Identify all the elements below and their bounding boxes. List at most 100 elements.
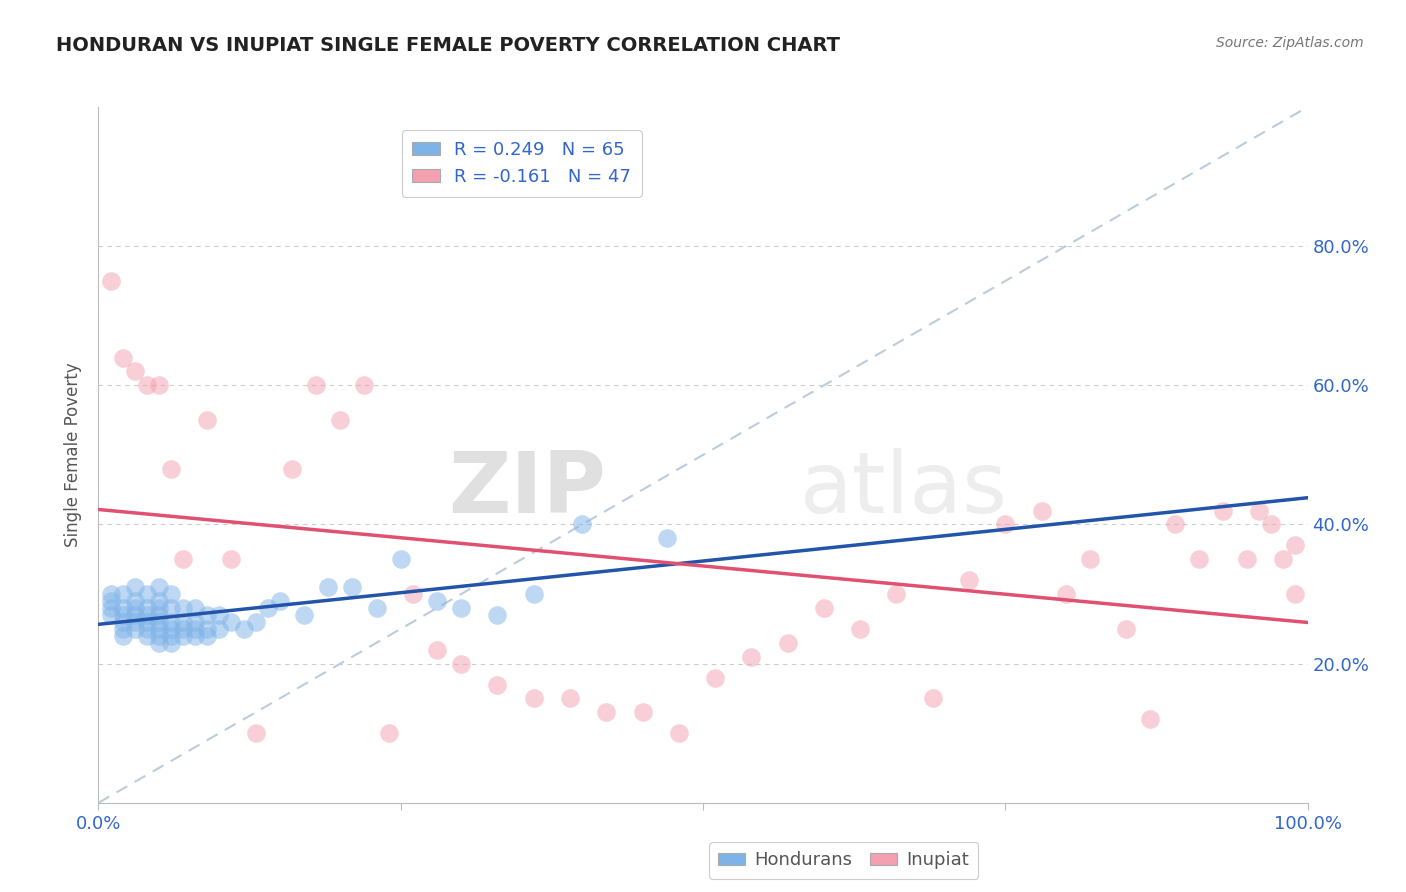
Point (160, 615, 183, 629)
Point (389, 552, 412, 566)
Point (100, 601, 122, 615)
Point (160, 622, 183, 636)
Point (1260, 517, 1282, 532)
Point (100, 594, 122, 608)
Point (195, 413, 218, 427)
Point (111, 629, 134, 643)
Point (221, 552, 243, 566)
Point (124, 580, 146, 594)
Point (184, 629, 207, 643)
Point (1139, 712, 1161, 726)
Point (124, 594, 146, 608)
Point (1031, 503, 1053, 517)
Point (571, 517, 593, 532)
Point (100, 587, 122, 601)
Point (921, 691, 943, 706)
Point (135, 622, 157, 636)
Point (124, 364, 146, 378)
Point (172, 629, 194, 643)
Text: HONDURAN VS INUPIAT SINGLE FEMALE POVERTY CORRELATION CHART: HONDURAN VS INUPIAT SINGLE FEMALE POVERT… (56, 36, 841, 54)
Y-axis label: Single Female Poverty: Single Female Poverty (65, 363, 83, 547)
Point (849, 622, 872, 636)
Point (195, 622, 218, 636)
Point (160, 636, 183, 650)
Point (1272, 552, 1295, 566)
Point (329, 413, 352, 427)
Point (221, 615, 243, 629)
Point (148, 636, 170, 650)
Point (135, 601, 157, 615)
Point (111, 601, 134, 615)
Point (776, 636, 799, 650)
Point (366, 601, 388, 615)
Point (486, 607, 509, 622)
Point (111, 351, 134, 365)
Point (184, 601, 207, 615)
Point (100, 607, 122, 622)
Point (100, 274, 122, 288)
Point (245, 726, 267, 740)
Point (450, 657, 472, 671)
Point (195, 629, 218, 643)
Point (342, 580, 364, 594)
Point (281, 462, 304, 476)
Point (135, 587, 157, 601)
Point (523, 691, 546, 706)
Text: atlas: atlas (800, 448, 1008, 532)
Legend: Hondurans, Inupiat: Hondurans, Inupiat (709, 842, 979, 879)
Point (668, 726, 690, 740)
Point (148, 629, 170, 643)
Point (135, 378, 157, 392)
Point (172, 601, 194, 615)
Point (124, 615, 146, 629)
Point (957, 573, 980, 587)
Point (172, 615, 194, 629)
Point (172, 552, 194, 566)
Point (595, 706, 617, 720)
Point (1054, 587, 1077, 601)
Point (160, 462, 183, 476)
Point (135, 607, 157, 622)
Point (124, 622, 146, 636)
Point (208, 607, 231, 622)
Point (148, 378, 170, 392)
Point (172, 622, 194, 636)
Point (111, 587, 134, 601)
Point (377, 726, 399, 740)
Point (160, 601, 183, 615)
Point (111, 622, 134, 636)
Point (631, 706, 654, 720)
Point (558, 691, 581, 706)
Point (1115, 622, 1137, 636)
Point (1188, 552, 1211, 566)
Point (353, 378, 375, 392)
Text: ZIP: ZIP (449, 448, 606, 532)
Point (148, 615, 170, 629)
Point (1236, 552, 1258, 566)
Point (994, 517, 1017, 532)
Point (124, 607, 146, 622)
Point (245, 615, 267, 629)
Point (450, 601, 472, 615)
Point (256, 601, 278, 615)
Point (160, 629, 183, 643)
Point (704, 671, 727, 685)
Point (195, 607, 218, 622)
Point (426, 594, 449, 608)
Point (124, 601, 146, 615)
Point (1078, 552, 1101, 566)
Point (655, 532, 678, 546)
Point (135, 629, 157, 643)
Point (292, 607, 315, 622)
Point (1284, 587, 1306, 601)
Point (148, 594, 170, 608)
Point (523, 587, 546, 601)
Point (740, 649, 762, 664)
Point (426, 642, 449, 657)
Point (1163, 517, 1185, 532)
Point (148, 580, 170, 594)
Point (208, 622, 231, 636)
Point (305, 378, 328, 392)
Point (184, 622, 207, 636)
Point (111, 615, 134, 629)
